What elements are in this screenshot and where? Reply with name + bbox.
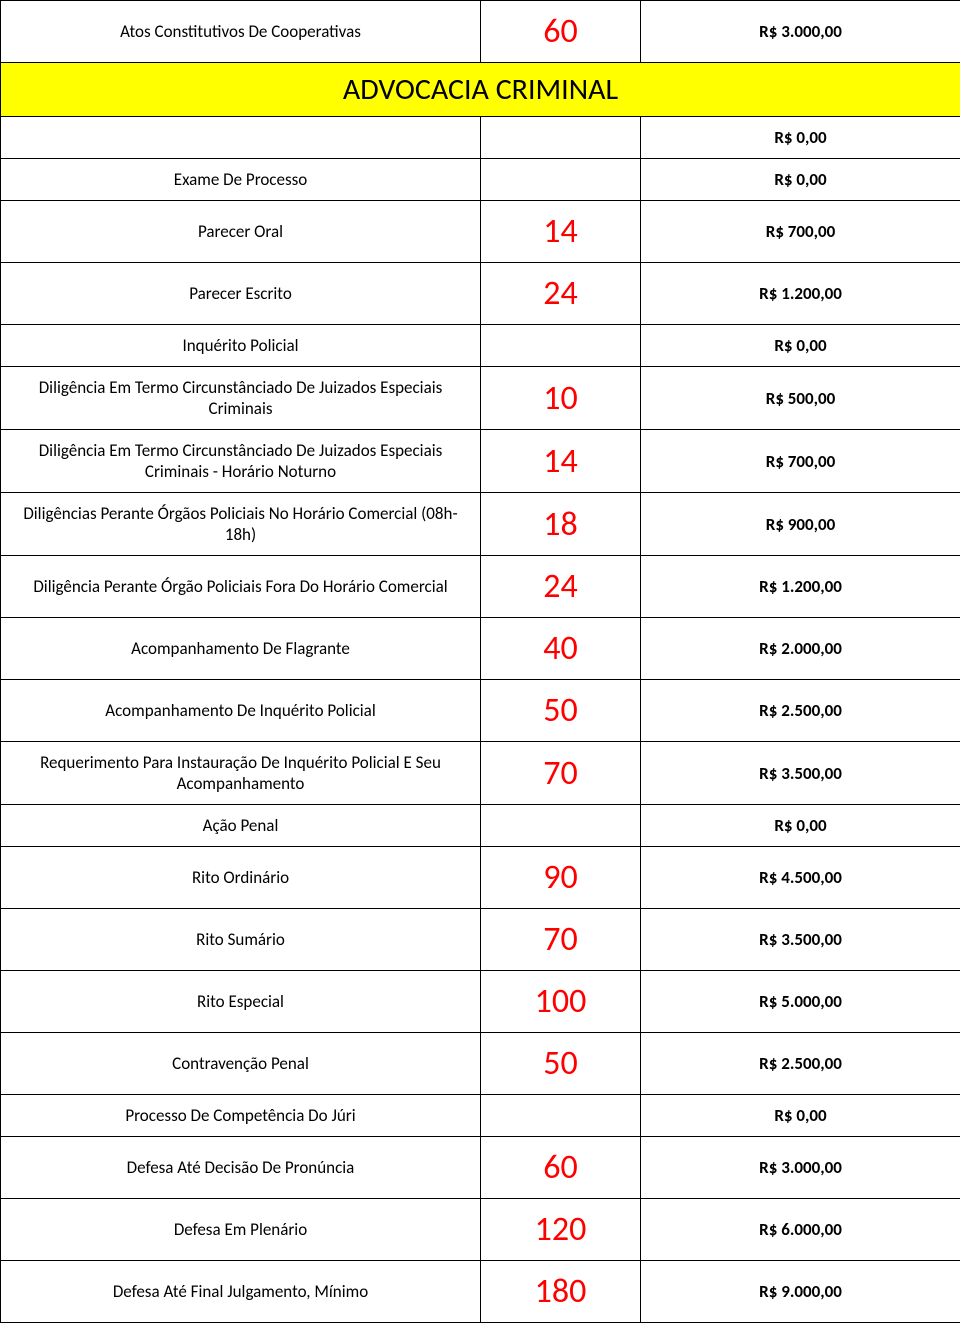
row-value: R$ 4.500,00 bbox=[641, 847, 960, 909]
row-points: 70 bbox=[481, 909, 641, 971]
fee-table: Atos Constitutivos De Cooperativas60R$ 3… bbox=[0, 0, 960, 1323]
table-row: Diligências Perante Órgãos Policiais No … bbox=[1, 493, 960, 556]
row-description: Parecer Oral bbox=[1, 201, 481, 263]
row-description: Exame De Processo bbox=[1, 159, 481, 201]
row-description: Parecer Escrito bbox=[1, 263, 481, 325]
row-value: R$ 700,00 bbox=[641, 430, 960, 493]
table-row: Defesa Até Decisão De Pronúncia60R$ 3.00… bbox=[1, 1137, 960, 1199]
table-row: Acompanhamento De Flagrante40R$ 2.000,00 bbox=[1, 618, 960, 680]
row-description: Inquérito Policial bbox=[1, 325, 481, 367]
table-row: Requerimento Para Instauração De Inquéri… bbox=[1, 742, 960, 805]
table-row: Defesa Em Plenário120R$ 6.000,00 bbox=[1, 1199, 960, 1261]
table-row: Ação Penal R$ 0,00 bbox=[1, 805, 960, 847]
row-value: R$ 0,00 bbox=[641, 1095, 960, 1137]
row-value: R$ 6.000,00 bbox=[641, 1199, 960, 1261]
table-row: Contravenção Penal50R$ 2.500,00 bbox=[1, 1033, 960, 1095]
row-points: 120 bbox=[481, 1199, 641, 1261]
table-row: ADVOCACIA CRIMINAL bbox=[1, 63, 960, 117]
table-row: Diligência Em Termo Circunstânciado De J… bbox=[1, 367, 960, 430]
row-points: 14 bbox=[481, 201, 641, 263]
row-value: R$ 900,00 bbox=[641, 493, 960, 556]
row-value: R$ 0,00 bbox=[641, 325, 960, 367]
row-points: 24 bbox=[481, 556, 641, 618]
row-points: 18 bbox=[481, 493, 641, 556]
row-value: R$ 2.500,00 bbox=[641, 680, 960, 742]
row-description: Diligência Em Termo Circunstânciado De J… bbox=[1, 367, 481, 430]
table-row: Parecer Escrito24R$ 1.200,00 bbox=[1, 263, 960, 325]
row-points bbox=[481, 117, 641, 159]
row-description: Defesa Em Plenário bbox=[1, 1199, 481, 1261]
table-row: Rito Ordinário90R$ 4.500,00 bbox=[1, 847, 960, 909]
row-value: R$ 0,00 bbox=[641, 159, 960, 201]
table-row: Rito Sumário70R$ 3.500,00 bbox=[1, 909, 960, 971]
row-points: 100 bbox=[481, 971, 641, 1033]
table-row: Diligência Em Termo Circunstânciado De J… bbox=[1, 430, 960, 493]
row-points: 24 bbox=[481, 263, 641, 325]
row-description: Defesa Até Decisão De Pronúncia bbox=[1, 1137, 481, 1199]
table-row: Atos Constitutivos De Cooperativas60R$ 3… bbox=[1, 1, 960, 63]
row-description bbox=[1, 117, 481, 159]
row-description: Atos Constitutivos De Cooperativas bbox=[1, 1, 481, 63]
row-points: 60 bbox=[481, 1137, 641, 1199]
row-value: R$ 2.000,00 bbox=[641, 618, 960, 680]
table-row: R$ 0,00 bbox=[1, 117, 960, 159]
row-value: R$ 3.500,00 bbox=[641, 909, 960, 971]
row-description: Processo De Competência Do Júri bbox=[1, 1095, 481, 1137]
row-value: R$ 1.200,00 bbox=[641, 556, 960, 618]
row-points bbox=[481, 1095, 641, 1137]
row-description: Defesa Até Final Julgamento, Mínimo bbox=[1, 1261, 481, 1323]
row-points bbox=[481, 325, 641, 367]
row-points: 14 bbox=[481, 430, 641, 493]
row-value: R$ 3.500,00 bbox=[641, 742, 960, 805]
row-description: Rito Ordinário bbox=[1, 847, 481, 909]
row-value: R$ 5.000,00 bbox=[641, 971, 960, 1033]
table-row: Acompanhamento De Inquérito Policial50R$… bbox=[1, 680, 960, 742]
row-value: R$ 1.200,00 bbox=[641, 263, 960, 325]
row-points: 50 bbox=[481, 1033, 641, 1095]
row-description: Rito Sumário bbox=[1, 909, 481, 971]
row-description: Diligência Em Termo Circunstânciado De J… bbox=[1, 430, 481, 493]
row-value: R$ 700,00 bbox=[641, 201, 960, 263]
row-description: Contravenção Penal bbox=[1, 1033, 481, 1095]
table-row: Exame De Processo R$ 0,00 bbox=[1, 159, 960, 201]
table-row: Parecer Oral14R$ 700,00 bbox=[1, 201, 960, 263]
row-description: Ação Penal bbox=[1, 805, 481, 847]
row-value: R$ 0,00 bbox=[641, 805, 960, 847]
section-header: ADVOCACIA CRIMINAL bbox=[1, 63, 960, 117]
table-row: Defesa Até Final Julgamento, Mínimo180R$… bbox=[1, 1261, 960, 1323]
row-value: R$ 500,00 bbox=[641, 367, 960, 430]
row-points: 40 bbox=[481, 618, 641, 680]
row-description: Diligências Perante Órgãos Policiais No … bbox=[1, 493, 481, 556]
table-row: Processo De Competência Do Júri R$ 0,00 bbox=[1, 1095, 960, 1137]
row-description: Rito Especial bbox=[1, 971, 481, 1033]
row-description: Acompanhamento De Flagrante bbox=[1, 618, 481, 680]
row-points bbox=[481, 805, 641, 847]
row-points: 90 bbox=[481, 847, 641, 909]
row-points: 70 bbox=[481, 742, 641, 805]
table-row: Inquérito Policial R$ 0,00 bbox=[1, 325, 960, 367]
table-row: Diligência Perante Órgão Policiais Fora … bbox=[1, 556, 960, 618]
row-description: Acompanhamento De Inquérito Policial bbox=[1, 680, 481, 742]
row-value: R$ 9.000,00 bbox=[641, 1261, 960, 1323]
row-description: Requerimento Para Instauração De Inquéri… bbox=[1, 742, 481, 805]
row-points: 50 bbox=[481, 680, 641, 742]
row-points bbox=[481, 159, 641, 201]
row-value: R$ 3.000,00 bbox=[641, 1, 960, 63]
table-row: Rito Especial100R$ 5.000,00 bbox=[1, 971, 960, 1033]
row-value: R$ 0,00 bbox=[641, 117, 960, 159]
fee-table-body: Atos Constitutivos De Cooperativas60R$ 3… bbox=[1, 1, 960, 1323]
row-value: R$ 2.500,00 bbox=[641, 1033, 960, 1095]
row-description: Diligência Perante Órgão Policiais Fora … bbox=[1, 556, 481, 618]
row-points: 180 bbox=[481, 1261, 641, 1323]
row-points: 60 bbox=[481, 1, 641, 63]
row-value: R$ 3.000,00 bbox=[641, 1137, 960, 1199]
row-points: 10 bbox=[481, 367, 641, 430]
